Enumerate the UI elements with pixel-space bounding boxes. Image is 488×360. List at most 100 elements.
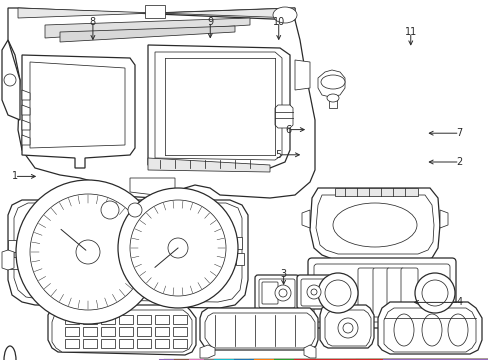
Circle shape [306,285,320,299]
Text: 9: 9 [207,17,213,27]
Ellipse shape [393,314,413,346]
FancyBboxPatch shape [262,282,278,304]
Bar [173,327,186,336]
Bar [65,327,79,336]
Bar [119,315,133,324]
Polygon shape [294,60,309,90]
Bar [8,240,16,252]
Polygon shape [383,308,475,352]
Bar [173,339,186,348]
Circle shape [421,280,447,306]
Text: 4: 4 [456,297,462,307]
Circle shape [310,289,316,295]
Polygon shape [317,70,345,97]
FancyBboxPatch shape [120,216,176,258]
Polygon shape [204,313,314,348]
Polygon shape [22,90,30,100]
Circle shape [101,201,119,219]
Polygon shape [145,5,164,18]
Polygon shape [8,8,314,198]
Bar [101,327,115,336]
Ellipse shape [447,314,467,346]
Polygon shape [200,308,317,350]
Circle shape [30,194,146,310]
Polygon shape [8,200,247,308]
FancyBboxPatch shape [254,275,298,311]
Text: 7: 7 [456,128,462,138]
FancyBboxPatch shape [296,275,330,309]
Bar [155,315,169,324]
Polygon shape [148,158,269,172]
Bar [83,315,97,324]
Ellipse shape [4,346,16,360]
Ellipse shape [320,75,345,89]
Circle shape [168,238,187,258]
Polygon shape [315,195,433,254]
Circle shape [414,273,454,313]
Text: 3: 3 [280,269,286,279]
Bar [173,315,186,324]
Bar [119,339,133,348]
Polygon shape [2,250,14,270]
Polygon shape [302,210,309,228]
Text: 5: 5 [275,150,281,160]
Polygon shape [60,26,235,42]
Polygon shape [309,188,439,262]
Bar [137,339,151,348]
Text: 11: 11 [404,27,416,37]
Bar [65,315,79,324]
Ellipse shape [421,314,441,346]
FancyBboxPatch shape [307,258,455,328]
Polygon shape [22,120,30,130]
Bar [101,339,115,348]
Circle shape [325,280,350,306]
Polygon shape [130,178,175,195]
Bar [236,253,244,265]
Ellipse shape [272,7,296,23]
Bar [10,257,18,269]
Circle shape [128,203,142,217]
Bar [155,339,169,348]
Polygon shape [48,305,196,355]
Bar [137,327,151,336]
Circle shape [279,289,286,297]
Polygon shape [18,8,294,35]
Text: 6: 6 [285,125,291,135]
FancyBboxPatch shape [301,279,326,306]
Circle shape [317,273,357,313]
Bar [65,339,79,348]
Text: 2: 2 [456,157,462,167]
Polygon shape [200,345,215,358]
Polygon shape [439,210,447,228]
FancyBboxPatch shape [372,268,389,317]
Polygon shape [274,105,292,128]
Circle shape [118,188,238,308]
Polygon shape [155,52,282,160]
Circle shape [337,318,357,338]
Polygon shape [22,105,30,115]
Bar [83,339,97,348]
FancyBboxPatch shape [400,268,417,317]
Polygon shape [304,345,315,358]
Polygon shape [14,203,242,302]
Polygon shape [52,310,192,352]
Ellipse shape [326,94,338,102]
Polygon shape [148,45,289,168]
FancyBboxPatch shape [357,268,374,317]
Polygon shape [334,188,417,196]
Bar [83,327,97,336]
Text: 10: 10 [272,17,285,27]
Ellipse shape [332,203,416,247]
Bar [234,237,242,249]
Circle shape [16,180,160,324]
FancyBboxPatch shape [313,264,449,322]
Polygon shape [30,62,125,148]
Polygon shape [22,135,30,145]
Polygon shape [377,302,481,354]
Polygon shape [328,95,336,108]
Polygon shape [18,8,294,18]
Polygon shape [22,55,135,168]
Polygon shape [2,40,20,120]
Text: 1: 1 [12,171,18,181]
Text: 8: 8 [90,17,96,27]
